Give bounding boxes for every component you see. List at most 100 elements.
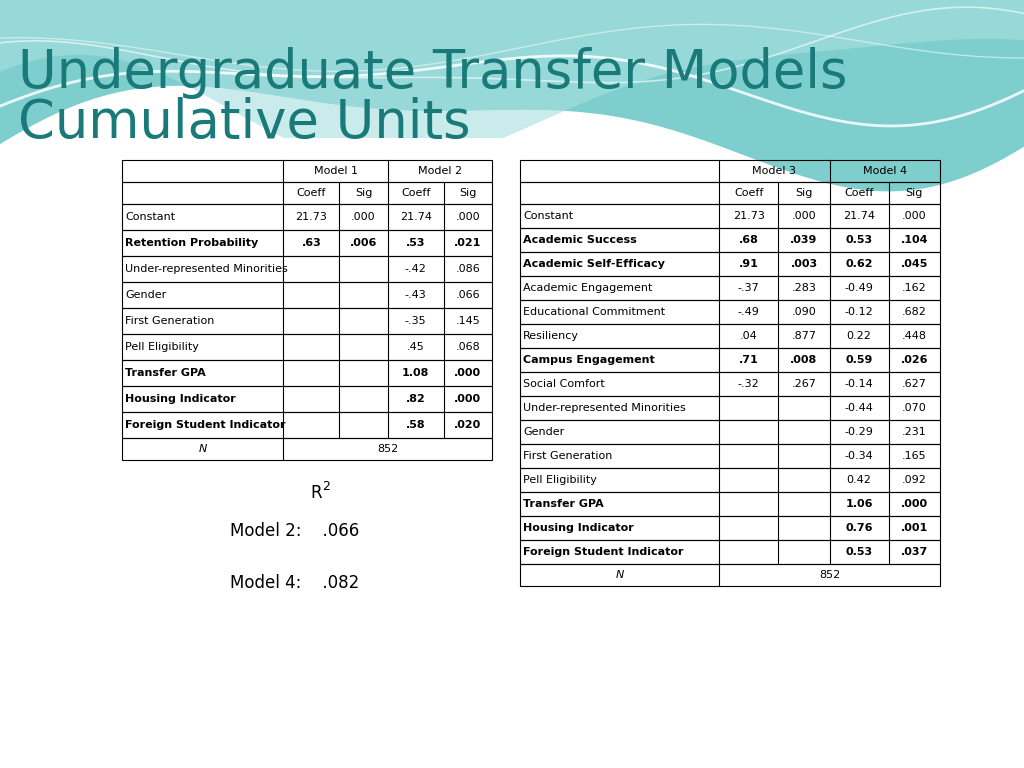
Text: .021: .021 xyxy=(454,238,481,248)
Text: -.43: -.43 xyxy=(404,290,427,300)
Bar xyxy=(520,348,940,372)
Text: Coeff: Coeff xyxy=(297,188,326,198)
Text: .001: .001 xyxy=(901,523,928,533)
Text: Coeff: Coeff xyxy=(734,188,764,198)
Bar xyxy=(520,372,940,396)
Text: .627: .627 xyxy=(902,379,927,389)
Text: .04: .04 xyxy=(740,331,758,341)
Text: Coeff: Coeff xyxy=(401,188,430,198)
Text: Constant: Constant xyxy=(523,211,573,221)
Text: .53: .53 xyxy=(406,238,425,248)
Text: .231: .231 xyxy=(902,427,927,437)
Text: .104: .104 xyxy=(901,235,928,245)
Text: Educational Commitment: Educational Commitment xyxy=(523,307,666,317)
Text: Transfer GPA: Transfer GPA xyxy=(125,368,206,378)
Text: -0.34: -0.34 xyxy=(845,451,873,461)
Text: Retention Probability: Retention Probability xyxy=(125,238,258,248)
Text: Model 1: Model 1 xyxy=(313,166,357,176)
Text: .066: .066 xyxy=(456,290,480,300)
Text: -0.14: -0.14 xyxy=(845,379,873,389)
Text: .092: .092 xyxy=(902,475,927,485)
Bar xyxy=(520,444,940,468)
Text: .037: .037 xyxy=(901,547,928,557)
Text: .068: .068 xyxy=(456,342,480,352)
Text: Under-represented Minorities: Under-represented Minorities xyxy=(125,264,288,274)
Text: 21.73: 21.73 xyxy=(295,212,328,222)
Text: Pell Eligibility: Pell Eligibility xyxy=(125,342,199,352)
Text: .000: .000 xyxy=(455,394,481,404)
Text: .000: .000 xyxy=(901,499,928,509)
Text: 0.53: 0.53 xyxy=(846,235,872,245)
Bar xyxy=(520,276,940,300)
Bar xyxy=(520,396,940,420)
Bar xyxy=(520,252,940,276)
Text: .682: .682 xyxy=(902,307,927,317)
Text: .086: .086 xyxy=(456,264,480,274)
Text: -.37: -.37 xyxy=(738,283,760,293)
Bar xyxy=(520,564,940,586)
Text: .000: .000 xyxy=(455,368,481,378)
Text: Sig: Sig xyxy=(905,188,923,198)
Text: .68: .68 xyxy=(739,235,759,245)
Text: .045: .045 xyxy=(901,259,928,269)
Text: .026: .026 xyxy=(901,355,928,365)
Bar xyxy=(122,360,492,386)
Text: .283: .283 xyxy=(792,283,816,293)
Text: 0.22: 0.22 xyxy=(847,331,871,341)
Text: .267: .267 xyxy=(792,379,816,389)
Text: .070: .070 xyxy=(902,403,927,413)
Text: Sig: Sig xyxy=(796,188,813,198)
Text: Model 3: Model 3 xyxy=(753,166,797,176)
Text: Gender: Gender xyxy=(523,427,564,437)
Text: .82: .82 xyxy=(406,394,426,404)
Text: 1.06: 1.06 xyxy=(846,499,872,509)
Text: Undergraduate Transfer Models: Undergraduate Transfer Models xyxy=(18,47,848,99)
Bar xyxy=(520,182,940,204)
Text: Cumulative Units: Cumulative Units xyxy=(18,97,471,149)
Bar xyxy=(122,438,492,460)
Text: 0.76: 0.76 xyxy=(846,523,872,533)
Text: -.49: -.49 xyxy=(738,307,760,317)
Bar xyxy=(520,492,940,516)
Text: .45: .45 xyxy=(407,342,425,352)
Text: 0.62: 0.62 xyxy=(846,259,872,269)
Text: Constant: Constant xyxy=(125,212,175,222)
Text: .008: .008 xyxy=(791,355,817,365)
Text: Housing Indicator: Housing Indicator xyxy=(523,523,634,533)
Bar xyxy=(122,308,492,334)
Text: Model 4:    .082: Model 4: .082 xyxy=(230,574,359,592)
Text: 852: 852 xyxy=(819,570,841,580)
Text: -0.12: -0.12 xyxy=(845,307,873,317)
Text: Transfer GPA: Transfer GPA xyxy=(523,499,604,509)
Text: Academic Self-Efficacy: Academic Self-Efficacy xyxy=(523,259,665,269)
Text: .71: .71 xyxy=(739,355,759,365)
Text: Sig: Sig xyxy=(354,188,372,198)
Text: .91: .91 xyxy=(739,259,759,269)
Text: Foreign Student Indicator: Foreign Student Indicator xyxy=(125,420,286,430)
Bar xyxy=(520,516,940,540)
Bar xyxy=(520,228,940,252)
Text: -.35: -.35 xyxy=(404,316,426,326)
Bar xyxy=(520,540,940,564)
Text: -0.44: -0.44 xyxy=(845,403,873,413)
Text: .090: .090 xyxy=(792,307,816,317)
Text: Model 2: Model 2 xyxy=(418,166,462,176)
Text: Social Comfort: Social Comfort xyxy=(523,379,605,389)
Text: Coeff: Coeff xyxy=(845,188,873,198)
Text: 0.59: 0.59 xyxy=(846,355,872,365)
Text: .006: .006 xyxy=(350,238,377,248)
Text: First Generation: First Generation xyxy=(523,451,612,461)
Text: .162: .162 xyxy=(902,283,927,293)
Text: 0.42: 0.42 xyxy=(847,475,871,485)
Text: Gender: Gender xyxy=(125,290,166,300)
Bar xyxy=(122,282,492,308)
Text: .000: .000 xyxy=(792,211,816,221)
Bar xyxy=(122,230,492,256)
Bar xyxy=(520,324,940,348)
Bar xyxy=(520,160,940,182)
Bar xyxy=(122,160,492,182)
Text: First Generation: First Generation xyxy=(125,316,214,326)
Text: 0.53: 0.53 xyxy=(846,547,872,557)
Text: -0.49: -0.49 xyxy=(845,283,873,293)
Text: Academic Success: Academic Success xyxy=(523,235,637,245)
